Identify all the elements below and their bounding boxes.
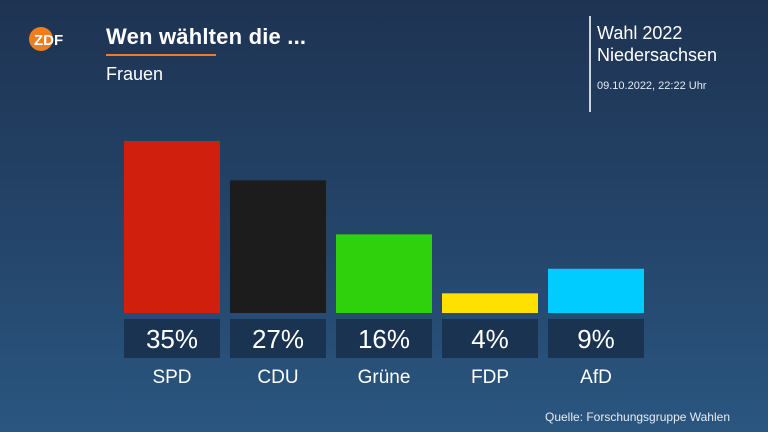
value-box-spd [124, 319, 220, 358]
bar-afd [548, 268, 644, 313]
value-label-spd: 35% [146, 324, 198, 354]
info-divider [589, 16, 591, 112]
value-label-afd: 9% [577, 324, 615, 354]
value-box-cdu [230, 319, 326, 358]
bar-cdu [230, 180, 326, 313]
category-label-afd: AfD [580, 367, 612, 388]
election-timestamp: 09.10.2022, 22:22 Uhr [597, 80, 707, 92]
election-name: Wahl 2022 [597, 23, 683, 43]
election-region: Niedersachsen [597, 45, 718, 65]
chart-title: Wen wählten die ... [106, 24, 307, 49]
category-label-grne: Grüne [358, 367, 411, 388]
value-box-grne [336, 319, 432, 358]
value-label-cdu: 27% [252, 324, 304, 354]
title-underline [106, 54, 216, 56]
category-label-fdp: FDP [471, 367, 509, 388]
election-info: Wahl 2022 Niedersachsen [597, 22, 717, 66]
value-label-fdp: 4% [471, 324, 509, 354]
value-box-afd [548, 319, 644, 358]
value-label-grne: 16% [358, 324, 410, 354]
category-label-cdu: CDU [257, 367, 298, 388]
value-box-fdp [442, 319, 538, 358]
bar-fdp [442, 293, 538, 313]
chart-subtitle: Frauen [106, 64, 164, 84]
source-note: Quelle: Forschungsgruppe Wahlen [545, 410, 730, 424]
bar-grne [336, 234, 432, 313]
logo-text: ZDF [34, 32, 63, 49]
zdf-logo: ZDF [29, 27, 63, 51]
bar-spd [124, 141, 220, 313]
category-label-spd: SPD [152, 367, 191, 388]
